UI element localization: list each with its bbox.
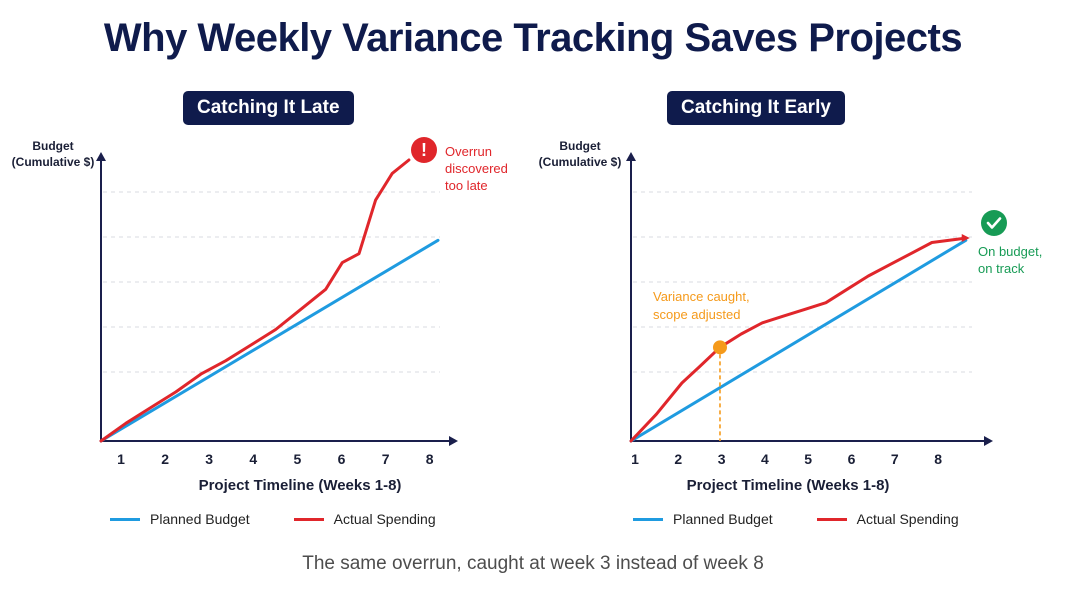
x-axis-arrow-icon <box>984 436 993 446</box>
x-tick-label: 3 <box>718 451 726 467</box>
legend-swatch-actual <box>816 517 847 521</box>
legend-label-actual: Actual Spending <box>856 511 959 527</box>
series-line-planned <box>99 238 440 443</box>
legend-label-actual: Actual Spending <box>333 511 436 527</box>
y-axis-label: Budget <box>32 139 73 153</box>
x-tick-label: 6 <box>848 451 856 467</box>
y-axis-label-unit: (Cumulative $) <box>539 155 622 169</box>
x-tick-label: 5 <box>294 451 302 467</box>
marker-annotation: scope adjusted <box>653 307 740 322</box>
panel-title-early: Catching It Early <box>667 91 845 125</box>
series-line-actual <box>629 236 968 443</box>
x-tick-label: 2 <box>161 451 169 467</box>
series-line-actual <box>99 158 411 443</box>
legend-label-planned: Planned Budget <box>673 511 773 527</box>
x-tick-label: 8 <box>934 451 942 467</box>
x-tick-label: 8 <box>426 451 434 467</box>
x-tick-label: 7 <box>382 451 390 467</box>
on-track-annotation: On budget, <box>978 244 1042 259</box>
legend-item-planned: Planned Budget <box>110 511 250 527</box>
x-axis-arrow-icon <box>449 436 458 446</box>
series-line-planned <box>629 238 968 443</box>
x-tick-label: 2 <box>674 451 682 467</box>
legend-swatch-actual <box>293 517 324 521</box>
overrun-annotation: Overrun <box>445 144 492 159</box>
x-tick-label: 4 <box>249 451 257 467</box>
overrun-annotation: discovered <box>445 161 508 176</box>
y-axis-label: Budget <box>559 139 600 153</box>
x-tick-label: 4 <box>761 451 769 467</box>
panel-title-late: Catching It Late <box>183 91 354 125</box>
x-tick-label: 1 <box>631 451 639 467</box>
y-axis-label-unit: (Cumulative $) <box>12 155 95 169</box>
legend-swatch-planned <box>110 517 140 521</box>
y-axis-arrow-icon <box>626 152 636 161</box>
success-circle <box>981 210 1007 236</box>
marker-annotation: Variance caught, <box>653 289 750 304</box>
series-end-arrow-icon <box>961 234 970 243</box>
legend-right: Planned Budget Actual Spending <box>633 508 1003 530</box>
page-title: Why Weekly Variance Tracking Saves Proje… <box>103 16 963 60</box>
variance-marker <box>712 340 727 355</box>
legend-item-planned: Planned Budget <box>633 511 773 527</box>
x-axis-label: Project Timeline (Weeks 1-8) <box>687 477 890 494</box>
x-tick-label: 3 <box>205 451 213 467</box>
chart-panel-late: Budget (Cumulative $) 1 2 3 4 5 6 7 8 Project Time… <box>12 137 508 494</box>
x-tick-label: 5 <box>804 451 812 467</box>
legend-swatch-planned <box>633 517 663 521</box>
y-axis-arrow-icon <box>96 152 106 161</box>
legend-item-actual: Actual Spending <box>293 511 436 527</box>
on-track-annotation: on track <box>978 261 1025 276</box>
legend-label-planned: Planned Budget <box>150 511 250 527</box>
chart-panel-early: Budget (Cumulative $) 1 2 3 4 5 6 7 8 Project Time… <box>539 139 1043 494</box>
x-tick-label: 7 <box>891 451 899 467</box>
x-tick-label: 6 <box>338 451 346 467</box>
overrun-annotation: too late <box>445 178 488 193</box>
legend-item-actual: Actual Spending <box>816 511 959 527</box>
x-tick-label: 1 <box>117 451 125 467</box>
x-axis-label: Project Timeline (Weeks 1-8) <box>199 477 402 494</box>
caption: The same overrun, caught at week 3 inste… <box>302 553 764 574</box>
legend-left: Planned Budget Actual Spending <box>110 508 480 530</box>
alert-circle <box>411 137 437 163</box>
checkmark-icon <box>986 217 1002 229</box>
exclamation-icon: ! <box>421 140 427 160</box>
